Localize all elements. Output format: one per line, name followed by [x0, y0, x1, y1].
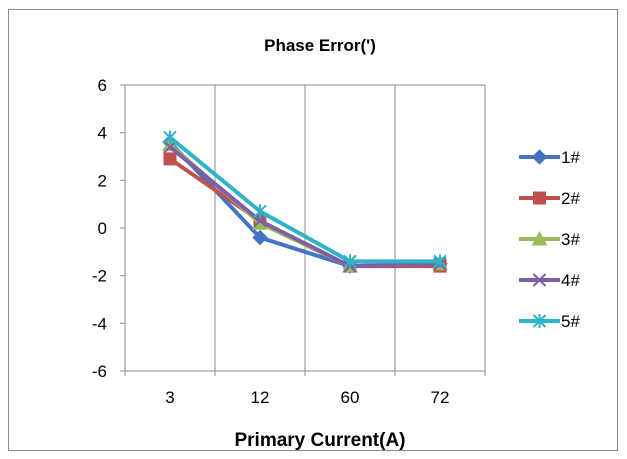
x-tick-label: 3: [165, 388, 174, 407]
legend-marker: [531, 230, 548, 246]
data-point-series-5: [253, 204, 267, 219]
data-point-series-5: [343, 254, 357, 269]
data-point-series-2: [163, 152, 177, 166]
legend-item-5: 5#: [519, 312, 580, 331]
marker-stroke: [532, 273, 547, 287]
y-tick-label: -2: [92, 267, 107, 286]
y-tick-label: 6: [98, 76, 107, 95]
chart-title: Phase Error('): [264, 36, 376, 55]
legend-label: 1#: [561, 148, 580, 167]
legend-label: 4#: [561, 271, 580, 290]
legend-item-4: 4#: [519, 271, 580, 290]
marker-stroke: [253, 214, 267, 228]
legend-marker: [532, 273, 547, 287]
y-tick-label: -4: [92, 314, 107, 333]
data-point-series-4: [253, 214, 267, 228]
series-line-5: [168, 135, 440, 264]
data-point-series-5: [433, 254, 447, 269]
data-point-series-1: [252, 229, 268, 246]
y-tick-label: -6: [92, 362, 107, 381]
data-point-series-5: [163, 130, 177, 145]
legend-marker: [533, 191, 546, 205]
legend-label: 2#: [561, 189, 580, 208]
x-tick-label: 60: [341, 388, 360, 407]
legend-item-1: 1#: [519, 148, 580, 167]
legend-label: 3#: [561, 230, 580, 249]
y-tick-label: 2: [98, 171, 107, 190]
y-tick-label: 4: [98, 124, 107, 143]
legend-item-3: 3#: [519, 230, 580, 249]
y-tick-label: 0: [98, 219, 107, 238]
legend-item-2: 2#: [519, 189, 580, 208]
chart-frame: [8, 9, 618, 451]
x-tick-label: 12: [251, 388, 270, 407]
series-line-4: [168, 145, 441, 269]
legend-label: 5#: [561, 312, 580, 331]
legend-marker: [532, 314, 547, 328]
x-tick-label: 72: [431, 388, 450, 407]
x-axis-title: Primary Current(A): [234, 430, 405, 451]
legend-marker: [531, 149, 548, 165]
